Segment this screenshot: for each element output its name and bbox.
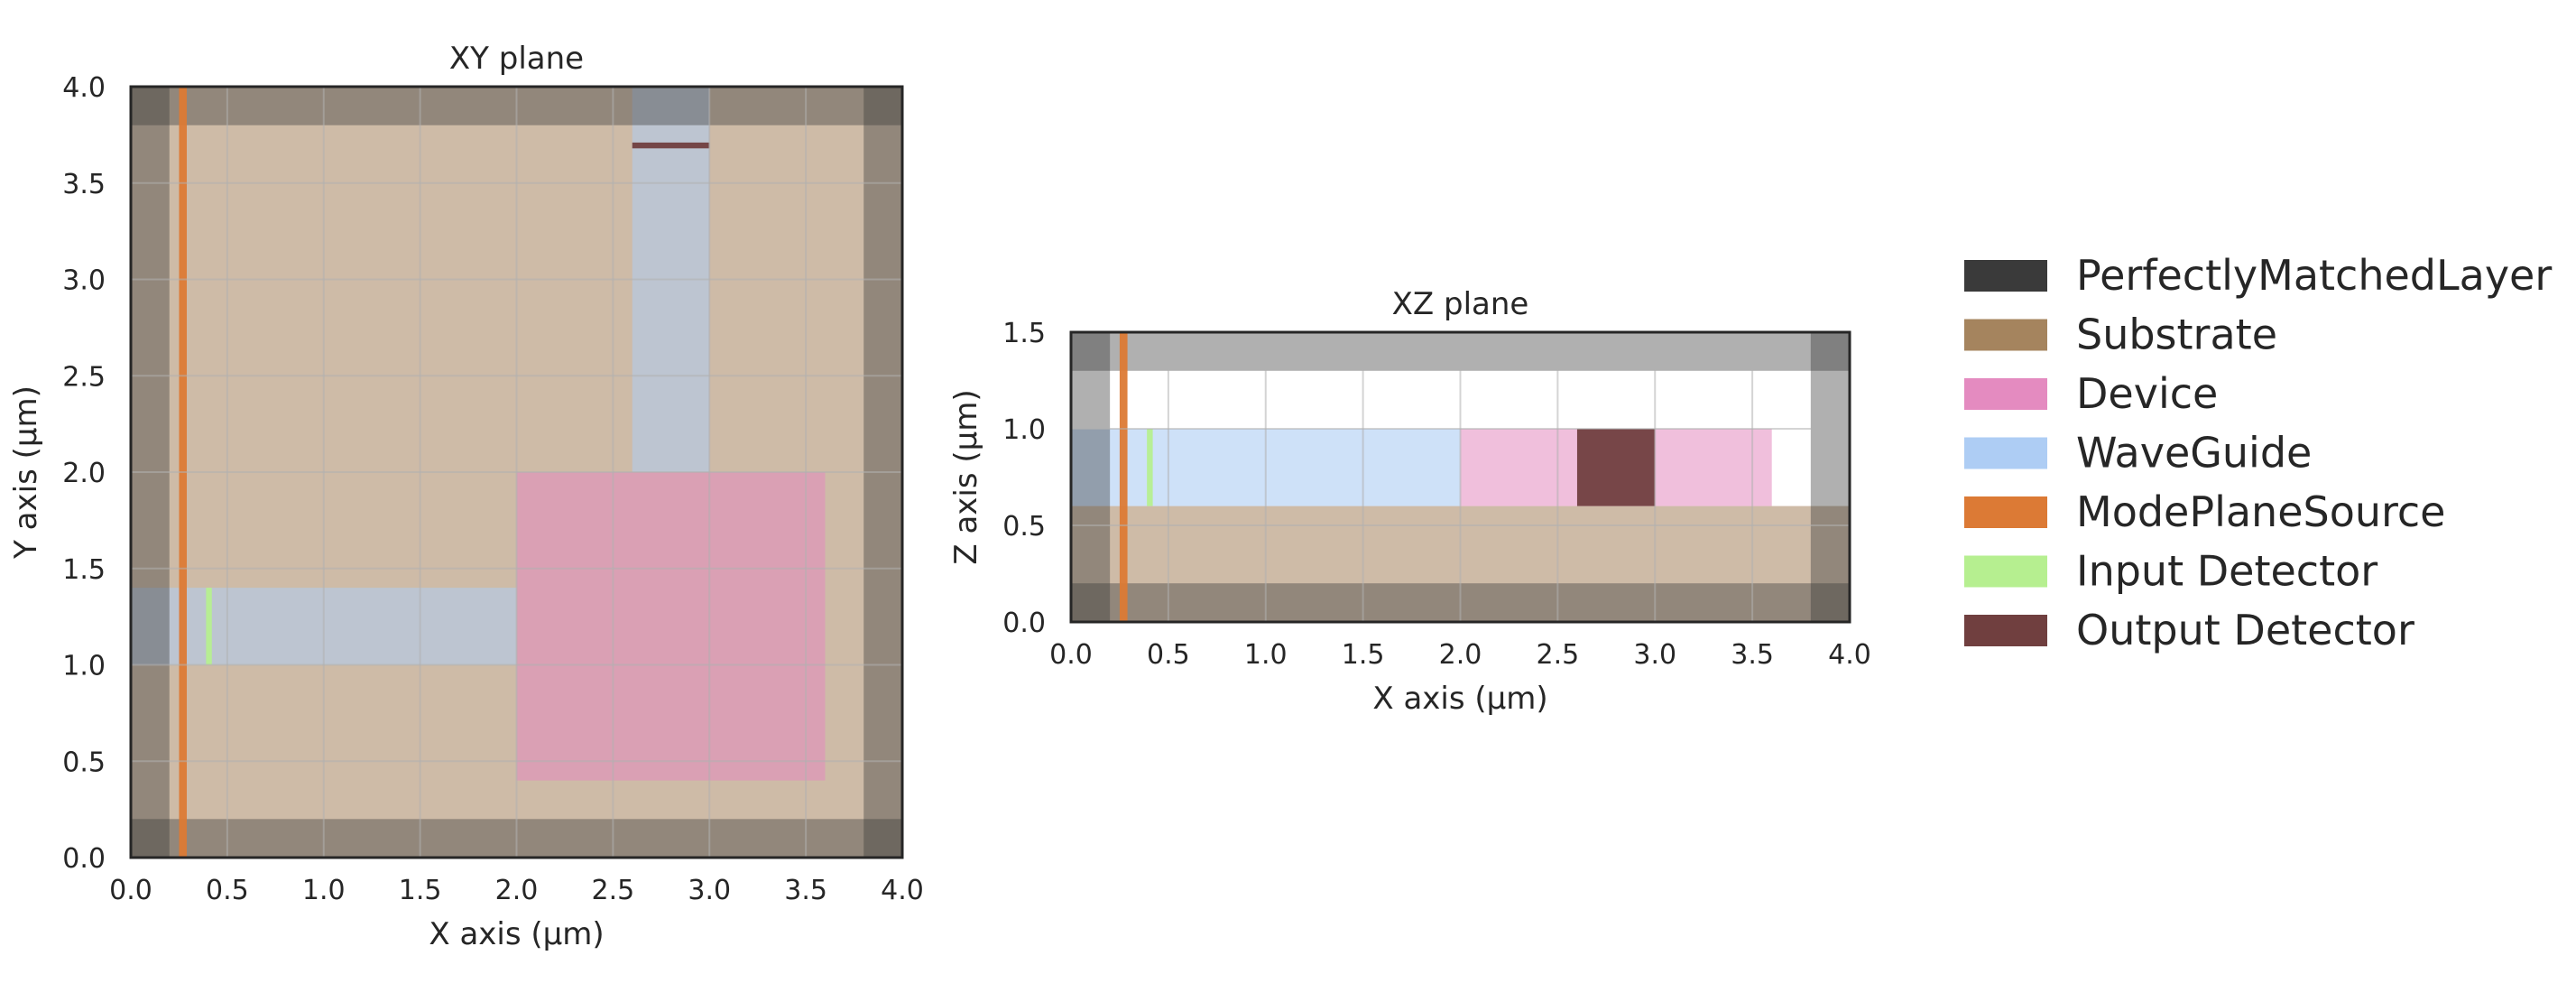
legend-swatch [1964,260,2047,292]
y-tick-label: 0.0 [62,843,106,875]
x-tick-label: 0.0 [1049,639,1093,671]
region-input-detector [1147,429,1153,506]
plot-title: XZ plane [1392,286,1529,322]
x-tick-label: 1.5 [399,875,442,906]
y-tick-label: 2.5 [62,361,106,393]
plot-xz-plane: 0.0 0.5 1.0 1.5 2.0 2.5 3.0 3.5 4.0 0.0 0.5 1.0 1.5 X… [948,286,1871,717]
y-tick-label: 3.5 [62,169,106,200]
x-tick-label: 1.0 [302,875,346,906]
y-tick-label: 0.5 [1002,511,1046,543]
legend-item-input-detector: Input Detector [1964,547,2377,596]
region-input-detector [206,588,212,665]
plot-frame [129,85,904,859]
legend-swatch [1964,319,2047,351]
x-tick-label: 1.0 [1244,639,1288,671]
x-tick-label: 2.0 [1439,639,1482,671]
region-output-detector [1576,429,1656,506]
legend-swatch [1964,437,2047,469]
legend-label: Device [2076,369,2218,418]
legend-swatch [1964,378,2047,410]
plot-xy-plane: 0.0 0.5 1.0 1.5 2.0 2.5 3.0 3.5 4.0 0.0 0.5 1.0 1.5 2… [8,41,924,952]
x-tick-label: 2.0 [495,875,539,906]
x-tick-label: 3.5 [784,875,827,906]
legend-item-output-detector: Output Detector [1964,606,2414,654]
x-tick-label: 3.5 [1731,639,1774,671]
legend-label: ModePlaneSource [2076,487,2446,536]
x-tick-label: 2.5 [592,875,635,906]
region-modeplanesource [1119,332,1128,622]
legend-label: PerfectlyMatchedLayer [2076,251,2552,300]
region-perfectlymatchedlayer [1810,332,1850,622]
x-tick-label: 0.5 [1147,639,1190,671]
x-tick-label: 0.0 [109,875,152,906]
x-tick-label: 4.0 [1828,639,1871,671]
y-tick-label: 0.5 [62,747,106,778]
y-tick-label: 1.0 [1002,414,1046,446]
x-tick-label: 1.5 [1342,639,1385,671]
legend-label: Substrate [2076,311,2277,359]
y-tick-label: 1.5 [62,554,106,586]
x-tick-label: 4.0 [881,875,924,906]
region-device [516,472,826,781]
y-tick-label: 3.0 [62,265,106,297]
legend-label: WaveGuide [2076,429,2312,478]
legend-item-waveguide: WaveGuide [1964,429,2312,478]
region-output-detector [632,142,710,149]
y-tick-label: 1.5 [1002,318,1046,349]
legend-label: Output Detector [2076,606,2414,654]
legend-label: Input Detector [2076,547,2377,596]
y-tick-label: 4.0 [62,72,106,104]
legend-item-modeplanesource: ModePlaneSource [1964,487,2446,536]
y-tick-label: 2.0 [62,458,106,489]
legend-swatch [1964,615,2047,646]
legend-swatch [1964,496,2047,528]
plot-frame [1069,330,1851,624]
x-tick-label: 3.0 [688,875,731,906]
region-perfectlymatchedlayer [1071,332,1111,622]
x-axis-label: X axis (µm) [1372,681,1547,717]
x-tick-label: 2.5 [1537,639,1580,671]
legend-item-substrate: Substrate [1964,311,2277,359]
legend-swatch [1964,555,2047,588]
y-axis-label: Y axis (µm) [8,385,44,560]
plot-title: XY plane [449,41,584,77]
x-tick-label: 3.0 [1633,639,1676,671]
y-tick-label: 1.0 [62,651,106,682]
y-tick-label: 0.0 [1002,608,1046,639]
x-axis-label: X axis (µm) [429,916,604,952]
legend-item-perfectlymatchedlayer: PerfectlyMatchedLayer [1964,251,2552,300]
legend-item-device: Device [1964,369,2218,418]
legend: PerfectlyMatchedLayer Substrate Device Wave… [1964,251,2552,654]
x-tick-label: 0.5 [206,875,249,906]
y-axis-label: Z axis (µm) [948,389,984,564]
